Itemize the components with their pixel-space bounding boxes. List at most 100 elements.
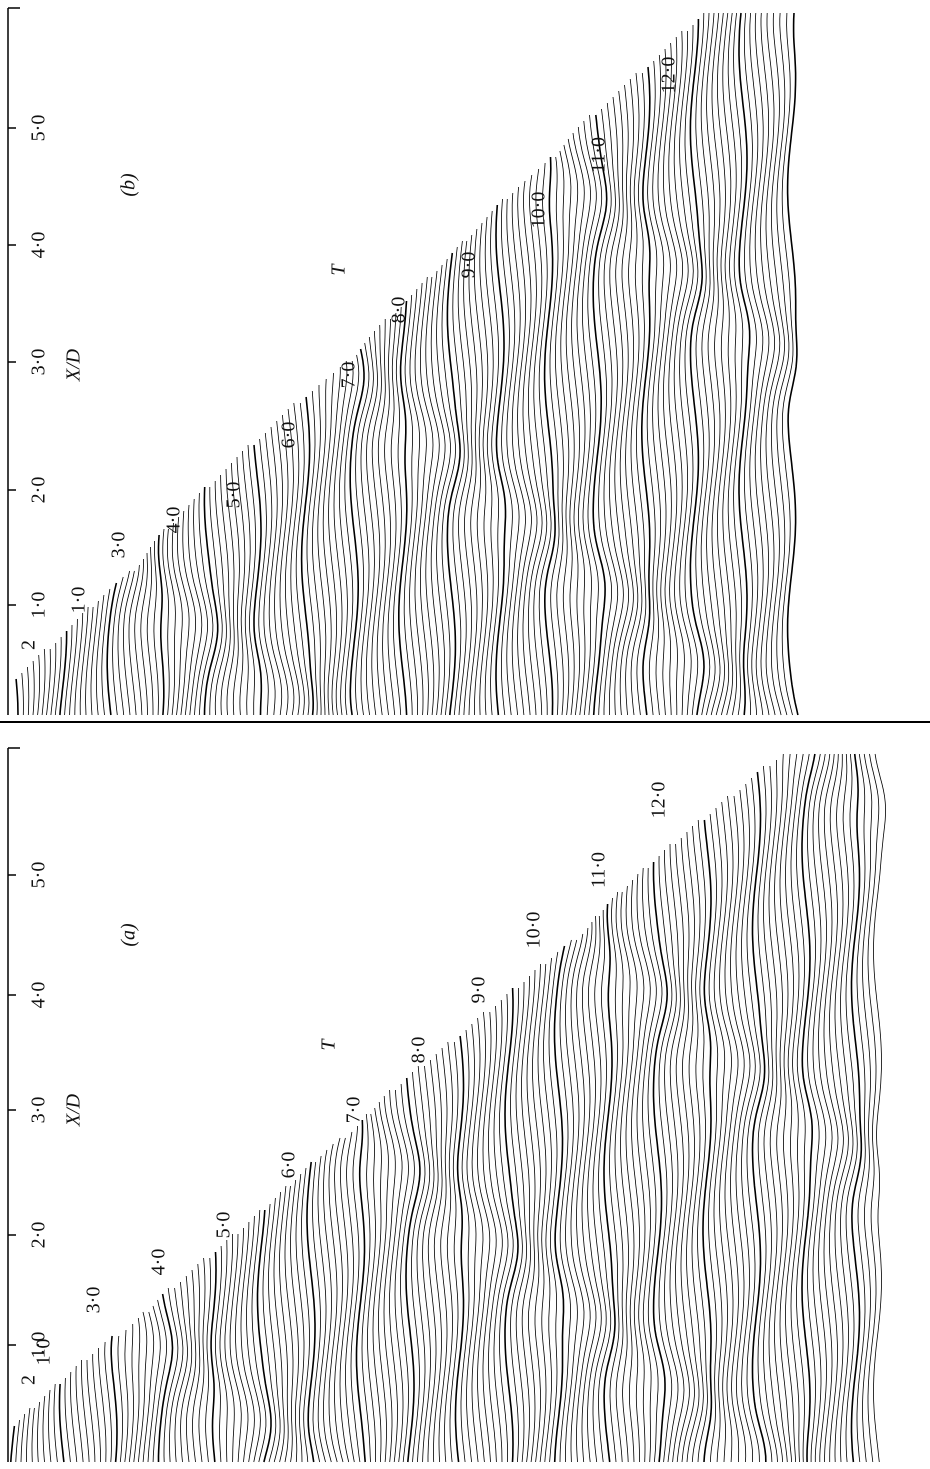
trace	[549, 952, 558, 1462]
trace	[27, 667, 28, 715]
time-label: 1·0	[68, 587, 90, 614]
time-label: 4·0	[148, 1249, 170, 1276]
variable-label: T	[318, 1038, 340, 1051]
trace	[469, 235, 477, 715]
variable-label: T	[328, 263, 350, 276]
trace	[431, 271, 445, 715]
trace	[54, 1384, 57, 1462]
trace	[51, 643, 56, 715]
trace	[501, 199, 512, 715]
trace	[357, 1120, 366, 1462]
trace	[577, 928, 591, 1462]
trace	[766, 13, 780, 715]
trace	[533, 964, 541, 1462]
trace	[80, 607, 88, 715]
trace	[717, 13, 728, 715]
time-label: 6·0	[278, 422, 300, 449]
trace	[593, 115, 607, 715]
trace	[410, 289, 420, 715]
trace	[712, 13, 725, 715]
time-label: 9·0	[468, 977, 490, 1004]
trace	[669, 37, 683, 715]
trace	[248, 445, 256, 715]
trace	[280, 415, 294, 715]
trace	[22, 673, 24, 715]
time-label: 11·0	[588, 137, 610, 173]
trace	[16, 679, 18, 715]
trace	[206, 1258, 211, 1462]
tick-label: 1·0	[28, 592, 50, 619]
tick-label: 5·0	[28, 862, 50, 889]
trace	[461, 1030, 469, 1462]
time-label: 5·0	[213, 1212, 235, 1239]
trace	[75, 613, 83, 715]
tick-label: 2·0	[28, 1222, 50, 1249]
trace	[472, 1018, 483, 1462]
panel-label: (b)	[118, 173, 140, 197]
trace	[65, 1378, 70, 1462]
trace	[159, 1294, 173, 1462]
trace	[637, 874, 650, 1462]
trace	[285, 409, 299, 715]
trace	[154, 541, 159, 715]
trace	[626, 79, 638, 715]
time-label: 1·0	[33, 1339, 55, 1366]
trace	[626, 886, 637, 1462]
trace	[687, 832, 700, 1462]
trace	[604, 904, 615, 1462]
trace	[771, 13, 784, 715]
trace	[496, 205, 506, 715]
trace	[566, 139, 578, 715]
trace	[653, 55, 664, 715]
trace	[21, 1414, 25, 1462]
trace	[47, 649, 51, 715]
trace	[99, 1348, 107, 1462]
trace	[49, 1390, 51, 1462]
trace	[312, 385, 321, 715]
trace	[450, 1042, 458, 1462]
trace	[480, 223, 488, 715]
trace	[458, 241, 468, 715]
time-label: 8·0	[408, 1037, 430, 1064]
trace	[27, 1408, 30, 1462]
trace	[582, 922, 596, 1462]
trace	[264, 433, 275, 715]
trace	[494, 1000, 508, 1462]
trace	[269, 427, 282, 715]
tick-label: 4·0	[28, 232, 50, 259]
trace	[670, 844, 684, 1462]
trace	[318, 379, 326, 715]
trace	[758, 766, 772, 1462]
trace	[791, 754, 803, 1462]
trace	[368, 1114, 376, 1462]
time-label: 3·0	[83, 1287, 105, 1314]
time-label: 8·0	[388, 297, 410, 324]
trace	[467, 1024, 477, 1462]
time-label: 2	[18, 1375, 40, 1385]
trace	[296, 1174, 304, 1462]
trace	[141, 553, 148, 715]
trace	[728, 13, 736, 715]
trace	[16, 1420, 20, 1462]
trace	[111, 1336, 117, 1462]
trace	[404, 295, 412, 715]
trace	[135, 559, 144, 715]
trace	[334, 361, 347, 715]
trace	[167, 529, 175, 715]
tick-label: 2·0	[28, 477, 50, 504]
axis-label: X/D	[63, 348, 85, 382]
trace	[65, 625, 72, 715]
trace	[42, 649, 45, 715]
trace	[11, 1426, 15, 1462]
trace	[263, 1204, 276, 1462]
trace	[339, 361, 353, 715]
trace	[307, 391, 317, 715]
trace	[528, 175, 542, 715]
trace	[401, 1084, 415, 1462]
trace	[134, 1318, 140, 1462]
trace	[38, 1402, 40, 1462]
trace	[82, 1360, 90, 1462]
trace	[813, 754, 826, 1462]
trace	[647, 61, 657, 715]
tick-label: 5·0	[28, 115, 50, 142]
